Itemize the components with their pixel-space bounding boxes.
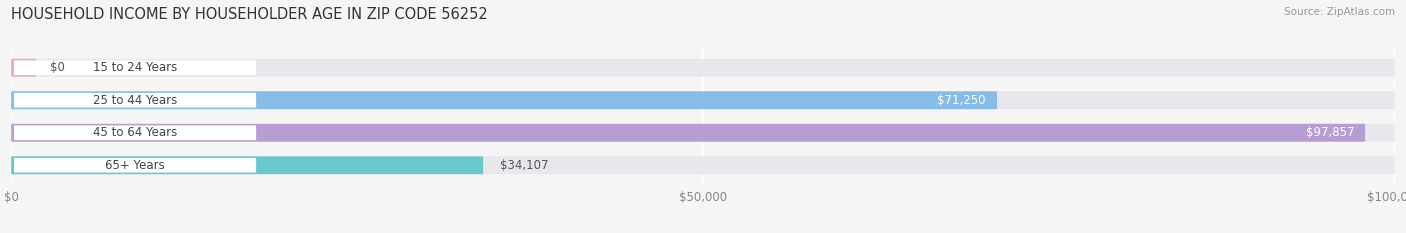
FancyBboxPatch shape: [11, 91, 1395, 109]
Text: $71,250: $71,250: [938, 94, 986, 107]
Text: 15 to 24 Years: 15 to 24 Years: [93, 61, 177, 74]
FancyBboxPatch shape: [11, 59, 37, 77]
FancyBboxPatch shape: [11, 91, 997, 109]
FancyBboxPatch shape: [11, 156, 1395, 174]
FancyBboxPatch shape: [14, 60, 256, 75]
Text: 45 to 64 Years: 45 to 64 Years: [93, 126, 177, 139]
Text: $34,107: $34,107: [499, 159, 548, 172]
FancyBboxPatch shape: [11, 124, 1365, 142]
FancyBboxPatch shape: [14, 125, 256, 140]
FancyBboxPatch shape: [14, 93, 256, 108]
FancyBboxPatch shape: [11, 124, 1395, 142]
Text: HOUSEHOLD INCOME BY HOUSEHOLDER AGE IN ZIP CODE 56252: HOUSEHOLD INCOME BY HOUSEHOLDER AGE IN Z…: [11, 7, 488, 22]
Text: 65+ Years: 65+ Years: [105, 159, 165, 172]
Text: 25 to 44 Years: 25 to 44 Years: [93, 94, 177, 107]
Text: $97,857: $97,857: [1306, 126, 1354, 139]
Text: $0: $0: [51, 61, 65, 74]
FancyBboxPatch shape: [14, 158, 256, 173]
Text: Source: ZipAtlas.com: Source: ZipAtlas.com: [1284, 7, 1395, 17]
FancyBboxPatch shape: [11, 156, 484, 174]
FancyBboxPatch shape: [11, 59, 1395, 77]
